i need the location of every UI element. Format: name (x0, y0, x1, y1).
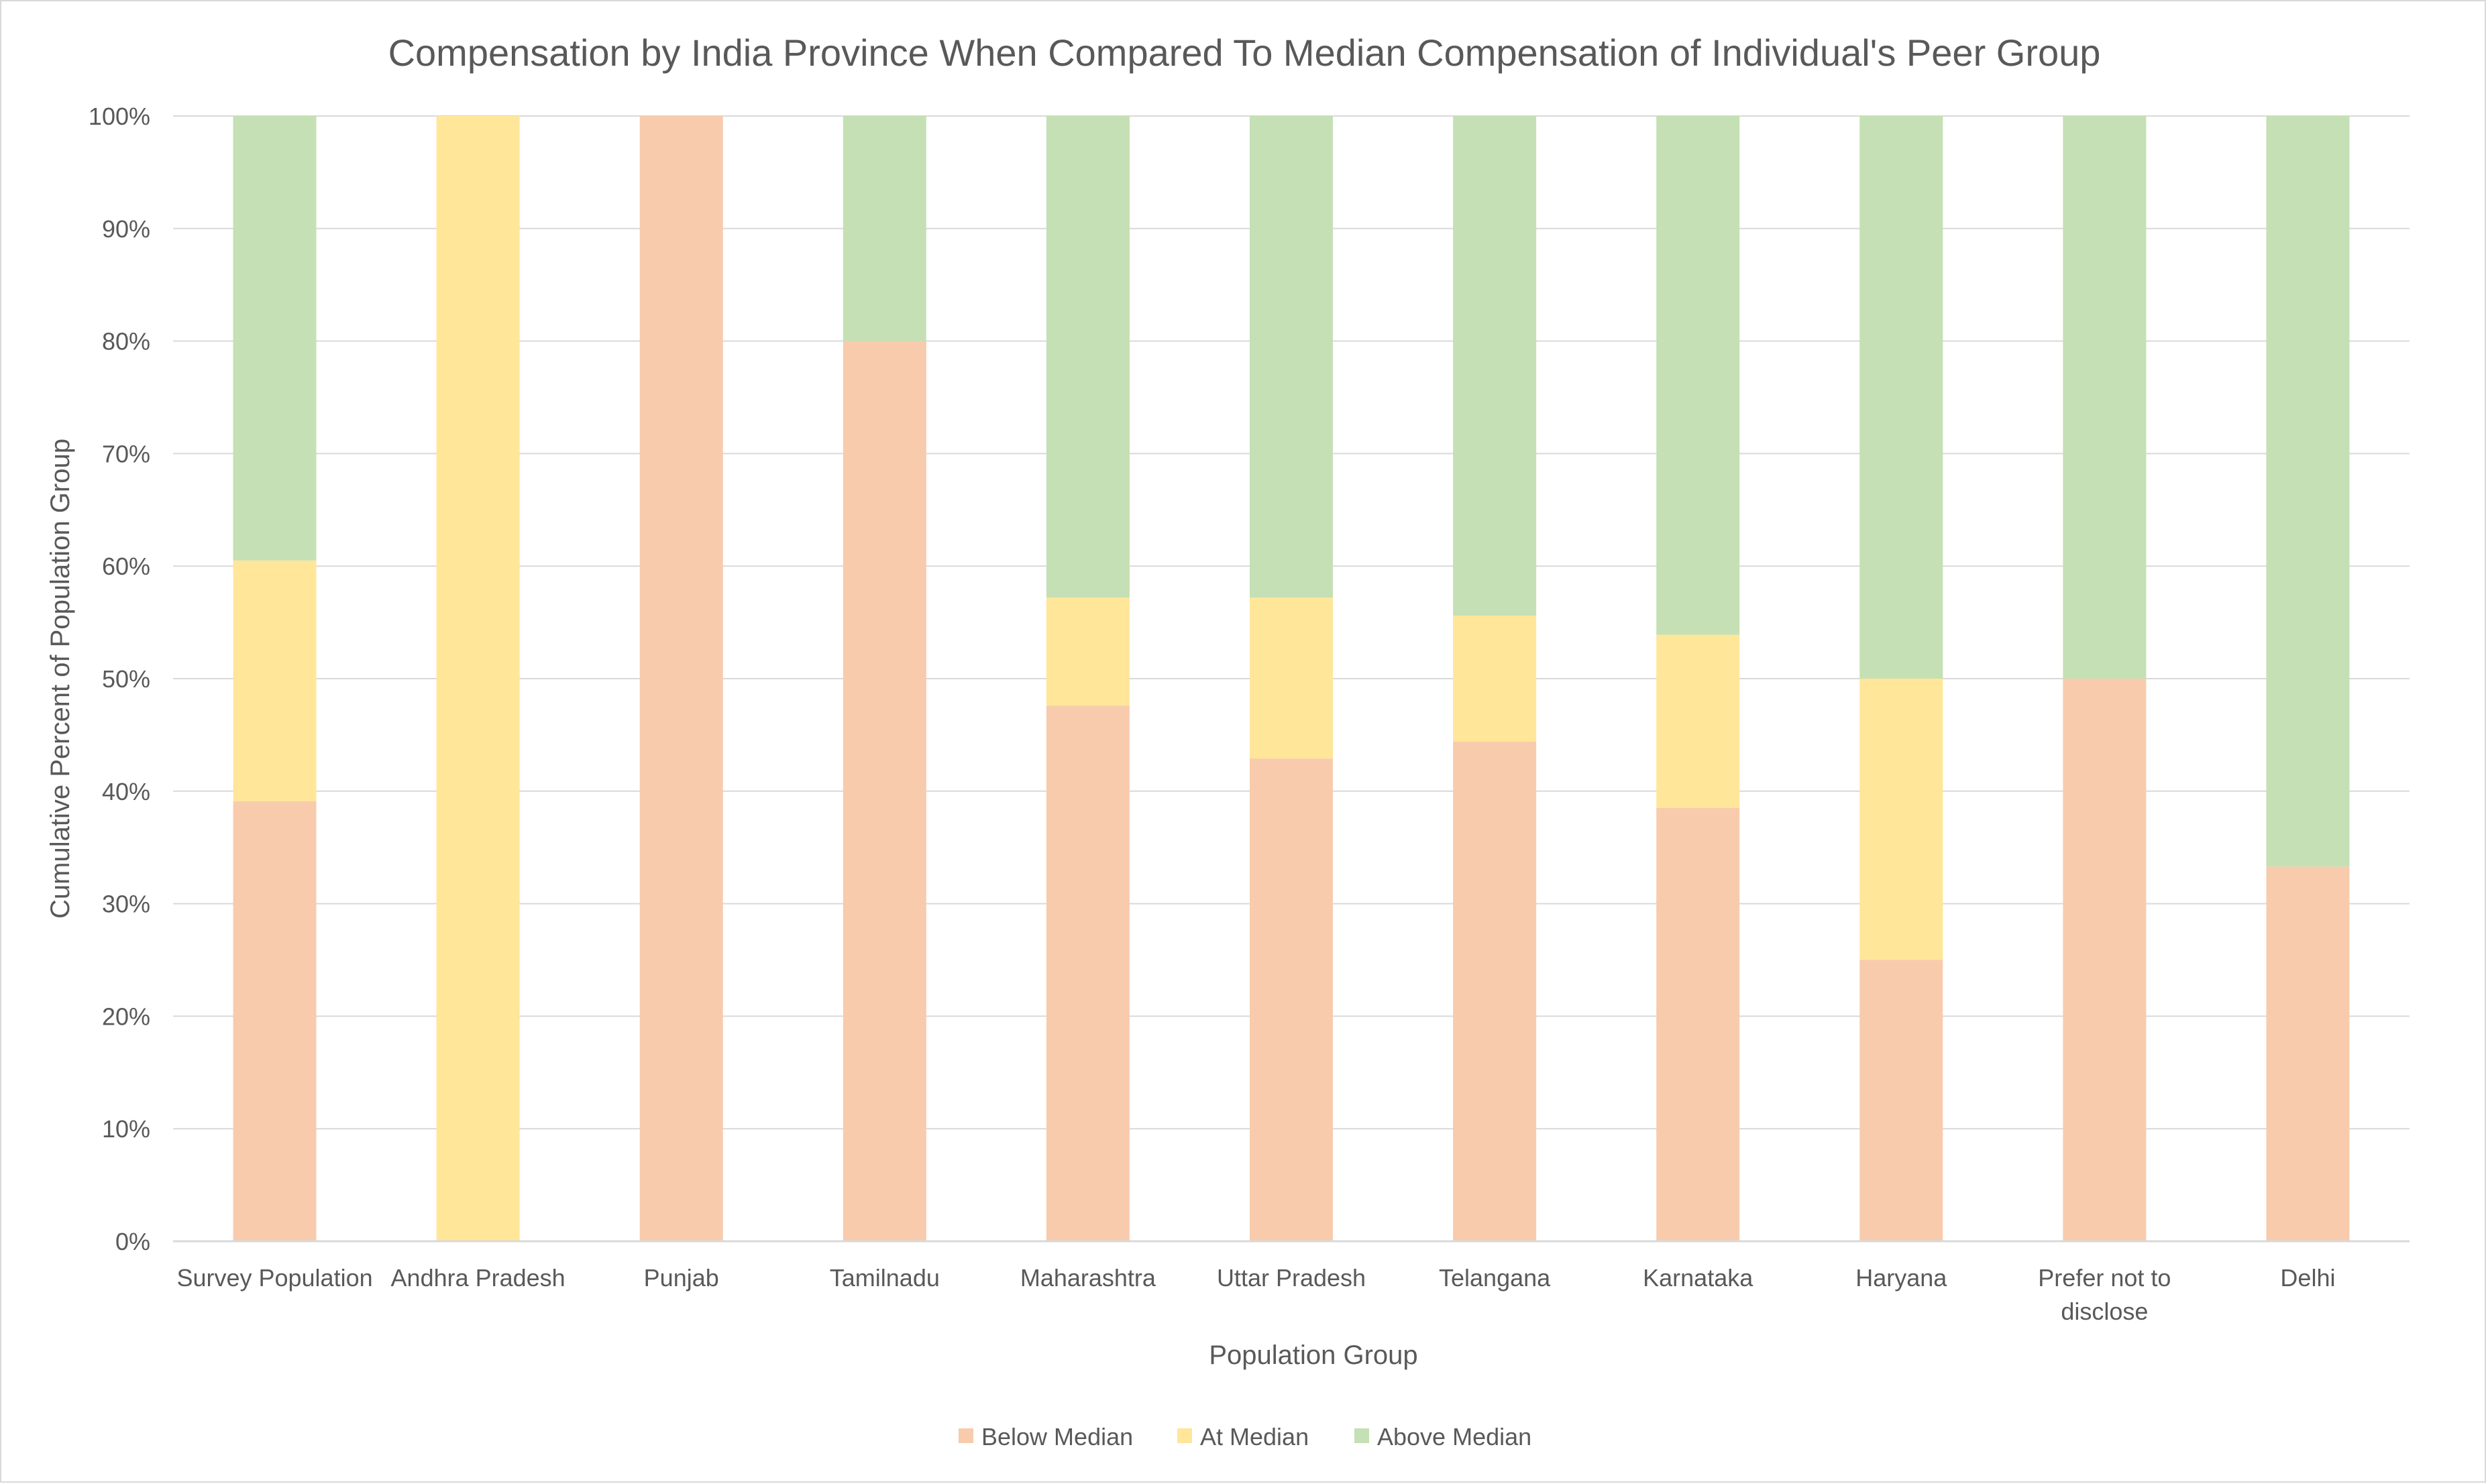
x-tick-label: disclose (2061, 1298, 2148, 1325)
x-tick-label: Tamilnadu (830, 1264, 940, 1292)
y-axis-tick-labels: 0% 10% 20% 30% 40% 50% 60% 70% 80% 90% 100% (89, 103, 150, 1255)
y-tick-label: 10% (102, 1115, 150, 1143)
bar-segment (1656, 116, 1740, 635)
bar-segment (1859, 679, 1943, 960)
legend-swatch (1354, 1428, 1369, 1443)
y-tick-label: 50% (102, 665, 150, 693)
bar-segment (1046, 705, 1130, 1241)
bar-segment (843, 116, 926, 341)
y-tick-label: 60% (102, 553, 150, 580)
y-tick-label: 70% (102, 440, 150, 467)
y-tick-label: 0% (115, 1228, 150, 1255)
bar-segment (1859, 960, 1943, 1241)
bar-segment (1453, 116, 1537, 616)
bar-segment (1046, 116, 1130, 598)
y-tick-label: 100% (89, 103, 150, 130)
x-tick-label: Delhi (2280, 1264, 2335, 1292)
bar-segment (1250, 116, 1333, 598)
bar-segment (436, 116, 520, 1241)
bars (233, 116, 2350, 1242)
bar-segment (843, 341, 926, 1242)
x-axis-tick-labels: Survey Population Andhra Pradesh Punjab Tam… (176, 1264, 2335, 1325)
x-axis-title: Population Group (1209, 1340, 1417, 1370)
x-tick-label: Telangana (1439, 1264, 1551, 1292)
legend-swatch (1177, 1428, 1192, 1443)
bar-segment (2266, 866, 2350, 1241)
bar-segment (2266, 116, 2350, 867)
bar-segment (2063, 116, 2147, 679)
x-tick-label: Maharashtra (1020, 1264, 1156, 1292)
x-tick-label: Andhra Pradesh (391, 1264, 565, 1292)
bar-segment (1250, 758, 1333, 1241)
bar-segment (1859, 116, 1943, 679)
bar-segment (1656, 634, 1740, 808)
x-tick-label: Punjab (644, 1264, 719, 1292)
y-tick-label: 90% (102, 215, 150, 243)
x-tick-label: Survey Population (176, 1264, 372, 1292)
bar-segment (1250, 597, 1333, 759)
bar-segment (1656, 807, 1740, 1241)
legend-label: Below Median (981, 1423, 1133, 1450)
y-axis-title: Cumulative Percent of Population Group (46, 439, 75, 919)
bar-segment (233, 116, 317, 561)
bar-segment (2063, 679, 2147, 1241)
x-tick-label: Karnataka (1643, 1264, 1753, 1292)
bar-segment (233, 560, 317, 801)
chart-title: Compensation by India Province When Comp… (388, 32, 2101, 74)
y-tick-label: 40% (102, 778, 150, 805)
bar-segment (233, 801, 317, 1241)
bar-segment (639, 116, 723, 1241)
x-tick-label: Uttar Pradesh (1217, 1264, 1366, 1292)
legend: Below Median At Median Above Median (959, 1423, 1531, 1450)
y-tick-label: 30% (102, 891, 150, 918)
x-tick-label: Haryana (1855, 1264, 1947, 1292)
bar-segment (1453, 741, 1537, 1241)
legend-swatch (959, 1428, 973, 1443)
bar-segment (1453, 616, 1537, 742)
y-tick-label: 20% (102, 1003, 150, 1030)
y-tick-label: 80% (102, 328, 150, 355)
x-tick-label: Prefer not to (2038, 1264, 2171, 1292)
legend-label: Above Median (1377, 1423, 1531, 1450)
legend-label: At Median (1200, 1423, 1309, 1450)
bar-segment (1046, 597, 1130, 706)
